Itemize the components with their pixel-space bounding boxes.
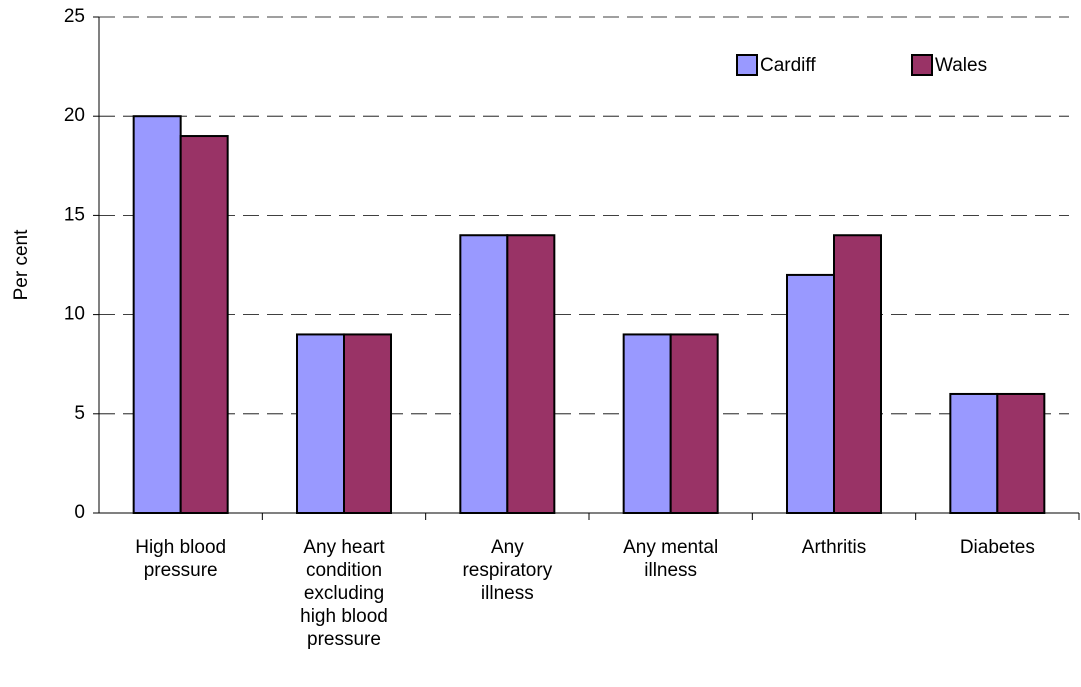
x-tick-label: High blood pressure <box>135 537 227 581</box>
legend-label: Cardiff <box>760 55 816 76</box>
legend-swatch <box>911 54 933 76</box>
bar <box>506 234 556 515</box>
x-tick-label: Diabetes <box>959 537 1035 558</box>
bar <box>833 234 882 515</box>
bar <box>996 392 1046 514</box>
y-tick-label: 15 <box>64 204 85 225</box>
x-tick-label: Any mental illness <box>623 537 719 581</box>
bar <box>669 333 719 514</box>
y-tick-label: 20 <box>64 105 85 126</box>
bar <box>949 392 999 514</box>
y-tick-label: 25 <box>64 6 85 27</box>
x-tick-label: Any heart condition excluding high blood… <box>300 537 388 650</box>
y-tick-label: 10 <box>64 304 85 325</box>
x-tick-label: Arthritis <box>801 537 867 558</box>
y-tick-label: 5 <box>74 403 85 424</box>
bar <box>459 234 509 515</box>
bar <box>786 273 835 515</box>
bar <box>132 115 182 514</box>
y-tick-label: 0 <box>74 502 85 523</box>
x-tick-label: Any respiratory illness <box>462 537 553 604</box>
y-axis-label: Per cent <box>11 229 32 300</box>
bar <box>179 135 229 514</box>
bar <box>296 333 345 514</box>
bar <box>622 333 672 514</box>
legend-swatch <box>736 54 758 76</box>
bar <box>343 333 392 514</box>
legend-label: Wales <box>935 55 987 76</box>
